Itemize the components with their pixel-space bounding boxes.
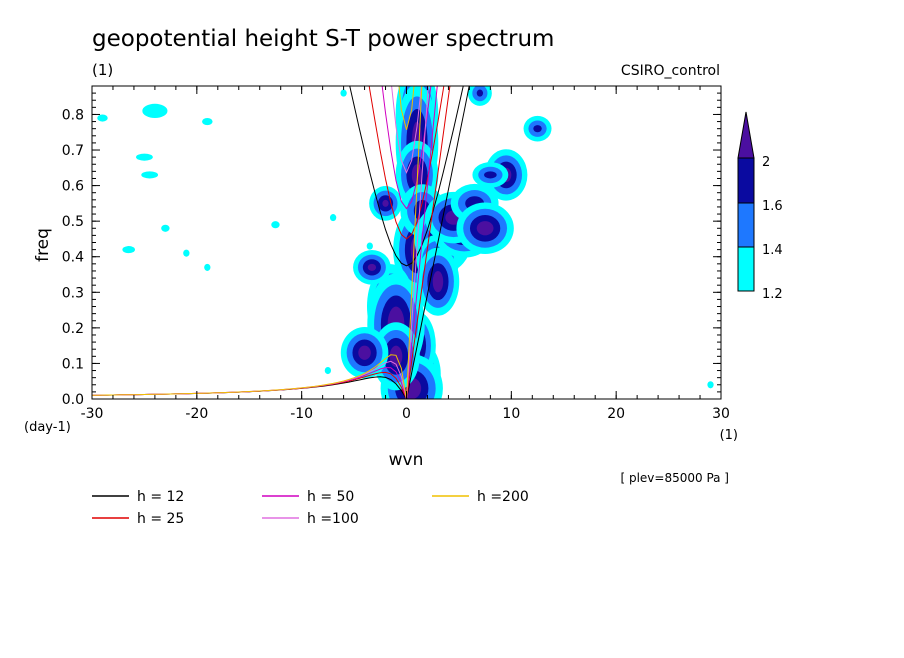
x-unit-left: (day-1) — [24, 420, 71, 435]
power-blob-29 — [202, 118, 213, 126]
legend: h = 12 h = 25 h = 50 h =100 h =200 — [92, 489, 529, 527]
legend-label-h100: h =100 — [307, 511, 359, 527]
colorbar-label: 1.4 — [762, 243, 783, 258]
colorbar-label: 1.6 — [762, 199, 783, 214]
power-band-0 — [97, 114, 108, 122]
power-band-0 — [202, 118, 213, 126]
x-tick-label: -20 — [185, 406, 208, 422]
chart-title: geopotential height S-T power spectrum — [92, 26, 554, 52]
power-blob-22 — [472, 162, 509, 188]
power-band-0 — [183, 249, 190, 257]
y-unit-top: (1) — [92, 61, 113, 79]
axes: -30 -20 -10 0 10 20 30 0.0 0.1 0.2 0.3 0.4 0.5 0.6 0.7… — [62, 86, 730, 422]
power-band-0 — [142, 103, 168, 119]
colorbar-segment-0 — [737, 246, 755, 292]
power-band-0 — [329, 214, 337, 222]
power-band-0 — [136, 153, 153, 161]
legend-label-h200: h =200 — [477, 489, 529, 505]
power-band-3 — [476, 221, 494, 236]
curve-gravity-h12 — [349, 86, 464, 267]
power-band-0 — [707, 381, 714, 389]
x-tick-label: -30 — [81, 406, 104, 422]
power-blob-13 — [369, 186, 402, 221]
power-band-2 — [476, 89, 484, 97]
colorbar-label: 2 — [762, 155, 770, 170]
power-band-0 — [141, 171, 159, 179]
y-tick-label: 0.3 — [62, 285, 84, 301]
power-blob-28 — [141, 171, 159, 179]
power-blob-24 — [467, 86, 492, 106]
x-tick-label: 30 — [712, 406, 730, 422]
curve-gravity-h50 — [381, 86, 432, 210]
power-blob-20 — [456, 202, 514, 254]
x-tick-label: 0 — [402, 406, 411, 422]
y-tick-label: 0.8 — [62, 107, 84, 123]
colorbar: 1.2 1.4 1.6 2 — [737, 111, 783, 302]
power-band-0 — [271, 221, 280, 229]
curve-rossby-h200 — [92, 354, 407, 399]
power-band-3 — [358, 345, 371, 360]
x-tick-label: 20 — [607, 406, 625, 422]
colorbar-top-arrow — [737, 111, 755, 159]
power-band-2 — [533, 125, 542, 133]
y-axis-label: freq — [33, 228, 53, 262]
x-tick-label: -10 — [290, 406, 313, 422]
dispersion-curves — [92, 86, 470, 399]
colorbar-segment-2 — [737, 157, 755, 204]
power-blob-38 — [340, 89, 347, 97]
power-blob-33 — [271, 221, 280, 229]
y-tick-label: 0.6 — [62, 179, 84, 195]
y-tick-label: 0.7 — [62, 143, 84, 159]
curve-gravity-h200 — [398, 86, 415, 130]
power-band-3 — [432, 270, 444, 293]
power-blob-31 — [122, 246, 135, 254]
power-blob-34 — [329, 214, 337, 222]
power-blob-30 — [161, 224, 170, 232]
legend-label-h50: h = 50 — [307, 489, 354, 505]
legend-label-h12: h = 12 — [137, 489, 184, 505]
power-band-0 — [204, 263, 211, 271]
y-tick-label: 0.2 — [62, 321, 84, 337]
power-blob-36 — [324, 366, 332, 375]
power-blob-25 — [142, 103, 168, 119]
model-label: CSIRO_control — [621, 63, 720, 79]
power-band-0 — [122, 246, 135, 254]
power-blob-39 — [707, 381, 714, 389]
curve-kelvin-h12 — [406, 86, 470, 399]
power-blob-26 — [97, 114, 108, 122]
curve-gravity-h25 — [368, 86, 445, 240]
power-blob-32 — [183, 249, 190, 257]
y-tick-label: 0.5 — [62, 214, 84, 230]
power-blob-23 — [523, 115, 552, 142]
power-blob-11 — [340, 327, 389, 379]
power-band-2 — [484, 171, 497, 179]
x-axis-label: wvn — [389, 450, 424, 470]
curve-rossby-h12 — [92, 376, 407, 399]
y-tick-label: 0.1 — [62, 356, 84, 372]
colorbar-segment-1 — [737, 202, 755, 248]
power-blob-27 — [136, 153, 153, 161]
power-band-3 — [382, 199, 389, 207]
power-band-0 — [366, 242, 373, 250]
power-band-0 — [324, 366, 332, 375]
power-blob-16 — [416, 247, 460, 316]
power-contours — [97, 86, 714, 399]
legend-label-h25: h = 25 — [137, 511, 184, 527]
power-band-0 — [161, 224, 170, 232]
power-blob-12 — [353, 250, 391, 285]
x-unit-right: (1) — [720, 428, 738, 443]
level-note: [ plev=85000 Pa ] — [620, 471, 729, 485]
curve-gravity-h100 — [391, 86, 422, 174]
y-tick-label: 0.0 — [62, 392, 84, 408]
power-blob-35 — [366, 242, 373, 250]
power-band-3 — [411, 164, 423, 186]
colorbar-label: 1.2 — [762, 287, 783, 302]
power-blob-37 — [204, 263, 211, 271]
x-tick-label: 10 — [502, 406, 520, 422]
power-band-0 — [340, 89, 347, 97]
y-tick-label: 0.4 — [62, 250, 84, 266]
power-band-3 — [367, 263, 377, 271]
